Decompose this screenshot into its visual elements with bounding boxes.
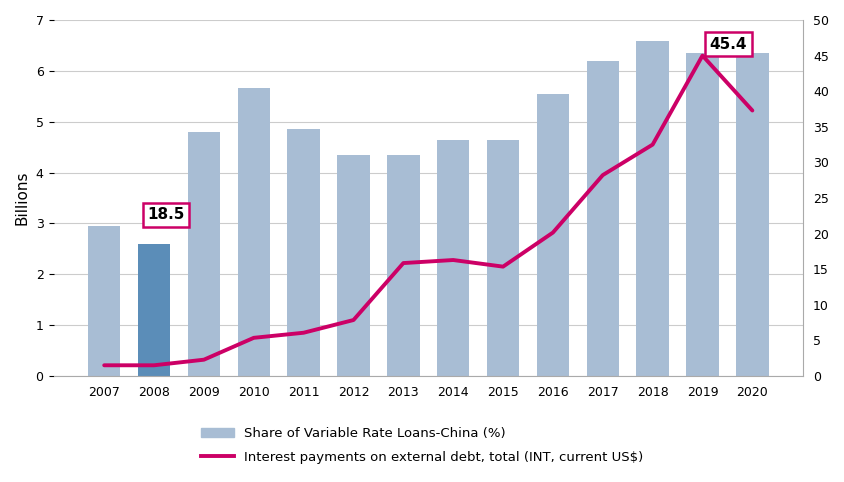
- Bar: [686, 54, 719, 376]
- Bar: [636, 40, 668, 376]
- Y-axis label: Billions: Billions: [15, 171, 30, 225]
- Bar: [338, 155, 370, 376]
- Bar: [387, 155, 419, 376]
- Bar: [487, 140, 519, 376]
- Bar: [587, 61, 619, 376]
- Legend: Share of Variable Rate Loans-China (%), Interest payments on external debt, tota: Share of Variable Rate Loans-China (%), …: [194, 421, 650, 470]
- Bar: [537, 94, 569, 376]
- Bar: [138, 244, 170, 376]
- Bar: [88, 227, 121, 376]
- Bar: [437, 140, 469, 376]
- Text: 45.4: 45.4: [710, 37, 747, 52]
- Bar: [187, 132, 220, 376]
- Bar: [288, 129, 320, 376]
- Bar: [736, 53, 769, 376]
- Bar: [237, 88, 270, 376]
- Text: 18.5: 18.5: [147, 207, 185, 222]
